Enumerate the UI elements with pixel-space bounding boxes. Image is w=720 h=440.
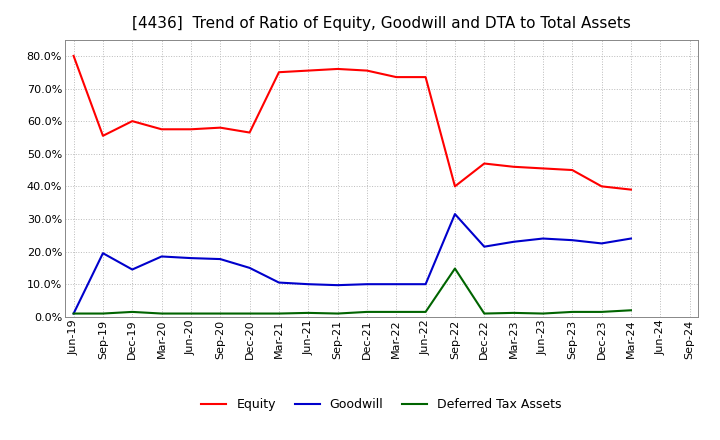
- Equity: [480, 161, 489, 166]
- Legend: Equity, Goodwill, Deferred Tax Assets: Equity, Goodwill, Deferred Tax Assets: [197, 393, 567, 416]
- Goodwill: [363, 282, 372, 287]
- Equity: [157, 127, 166, 132]
- Goodwill: [69, 311, 78, 316]
- Line: Equity: Equity: [73, 56, 631, 190]
- Deferred Tax Assets: [626, 308, 635, 313]
- Goodwill: [186, 256, 195, 261]
- Equity: [128, 118, 137, 124]
- Goodwill: [480, 244, 489, 249]
- Deferred Tax Assets: [157, 311, 166, 316]
- Goodwill: [598, 241, 606, 246]
- Equity: [392, 74, 400, 80]
- Goodwill: [216, 257, 225, 262]
- Equity: [626, 187, 635, 192]
- Title: [4436]  Trend of Ratio of Equity, Goodwill and DTA to Total Assets: [4436] Trend of Ratio of Equity, Goodwil…: [132, 16, 631, 32]
- Equity: [274, 70, 283, 75]
- Goodwill: [128, 267, 137, 272]
- Deferred Tax Assets: [99, 311, 107, 316]
- Goodwill: [451, 212, 459, 217]
- Equity: [568, 167, 577, 172]
- Equity: [69, 53, 78, 59]
- Equity: [363, 68, 372, 73]
- Equity: [598, 184, 606, 189]
- Equity: [539, 166, 547, 171]
- Goodwill: [568, 238, 577, 243]
- Goodwill: [157, 254, 166, 259]
- Deferred Tax Assets: [598, 309, 606, 315]
- Deferred Tax Assets: [539, 311, 547, 316]
- Deferred Tax Assets: [274, 311, 283, 316]
- Deferred Tax Assets: [451, 266, 459, 271]
- Deferred Tax Assets: [392, 309, 400, 315]
- Deferred Tax Assets: [216, 311, 225, 316]
- Equity: [333, 66, 342, 72]
- Deferred Tax Assets: [128, 309, 137, 315]
- Goodwill: [509, 239, 518, 245]
- Line: Deferred Tax Assets: Deferred Tax Assets: [73, 268, 631, 314]
- Deferred Tax Assets: [333, 311, 342, 316]
- Equity: [99, 133, 107, 139]
- Goodwill: [274, 280, 283, 285]
- Deferred Tax Assets: [568, 309, 577, 315]
- Equity: [246, 130, 254, 135]
- Goodwill: [304, 282, 312, 287]
- Goodwill: [246, 265, 254, 271]
- Deferred Tax Assets: [421, 309, 430, 315]
- Goodwill: [99, 250, 107, 256]
- Deferred Tax Assets: [69, 311, 78, 316]
- Deferred Tax Assets: [363, 309, 372, 315]
- Deferred Tax Assets: [304, 310, 312, 315]
- Equity: [421, 74, 430, 80]
- Goodwill: [333, 282, 342, 288]
- Deferred Tax Assets: [480, 311, 489, 316]
- Goodwill: [392, 282, 400, 287]
- Goodwill: [539, 236, 547, 241]
- Deferred Tax Assets: [509, 310, 518, 315]
- Equity: [304, 68, 312, 73]
- Equity: [509, 164, 518, 169]
- Equity: [451, 184, 459, 189]
- Equity: [216, 125, 225, 130]
- Equity: [186, 127, 195, 132]
- Deferred Tax Assets: [186, 311, 195, 316]
- Line: Goodwill: Goodwill: [73, 214, 631, 314]
- Goodwill: [421, 282, 430, 287]
- Goodwill: [626, 236, 635, 241]
- Deferred Tax Assets: [246, 311, 254, 316]
